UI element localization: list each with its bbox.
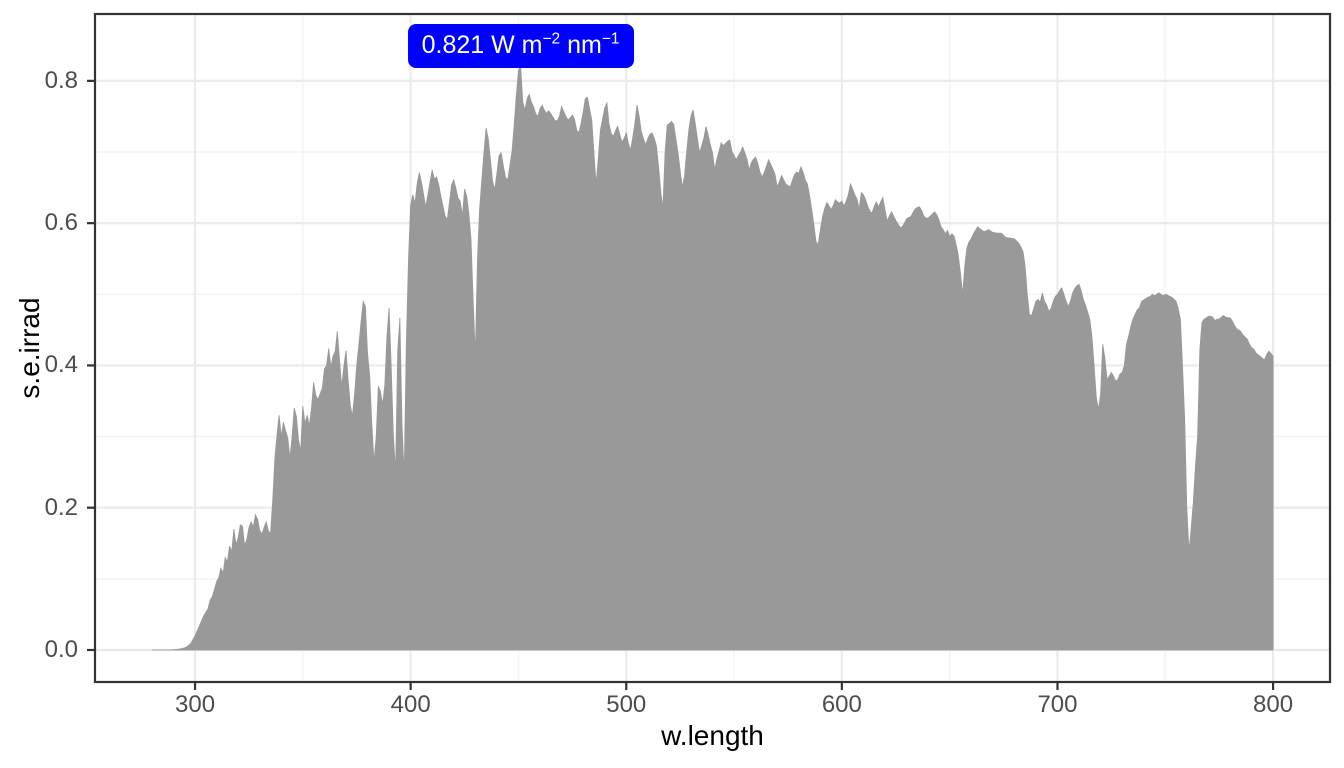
- panel-border: [93, 12, 1332, 684]
- y-tick-label: 0.8: [44, 66, 78, 94]
- x-tick-label: 400: [390, 691, 431, 718]
- x-axis-title: w.length: [661, 720, 764, 751]
- peak-label-text: nm: [560, 31, 602, 59]
- x-tick-label: 600: [821, 691, 862, 718]
- peak-label-superscript: −2: [542, 30, 561, 48]
- y-tick-label: 0.0: [44, 635, 78, 663]
- area-series-sun-spectrum: [151, 64, 1274, 651]
- y-tick-label: 0.6: [44, 209, 78, 237]
- peak-label-superscript: −1: [601, 30, 620, 48]
- y-axis-title: s.e.irrad: [14, 297, 45, 399]
- x-tick-label: 700: [1037, 691, 1078, 718]
- x-tick-label: 300: [175, 691, 216, 718]
- y-tick-label: 0.4: [44, 351, 78, 379]
- x-tick-label: 800: [1253, 691, 1294, 718]
- peak-label-text: 0.821 W m: [421, 31, 543, 59]
- x-tick-label: 500: [606, 691, 647, 718]
- y-tick-label: 0.2: [44, 493, 78, 521]
- peak-value-label: 0.821 W m−2 nm−1: [407, 24, 634, 68]
